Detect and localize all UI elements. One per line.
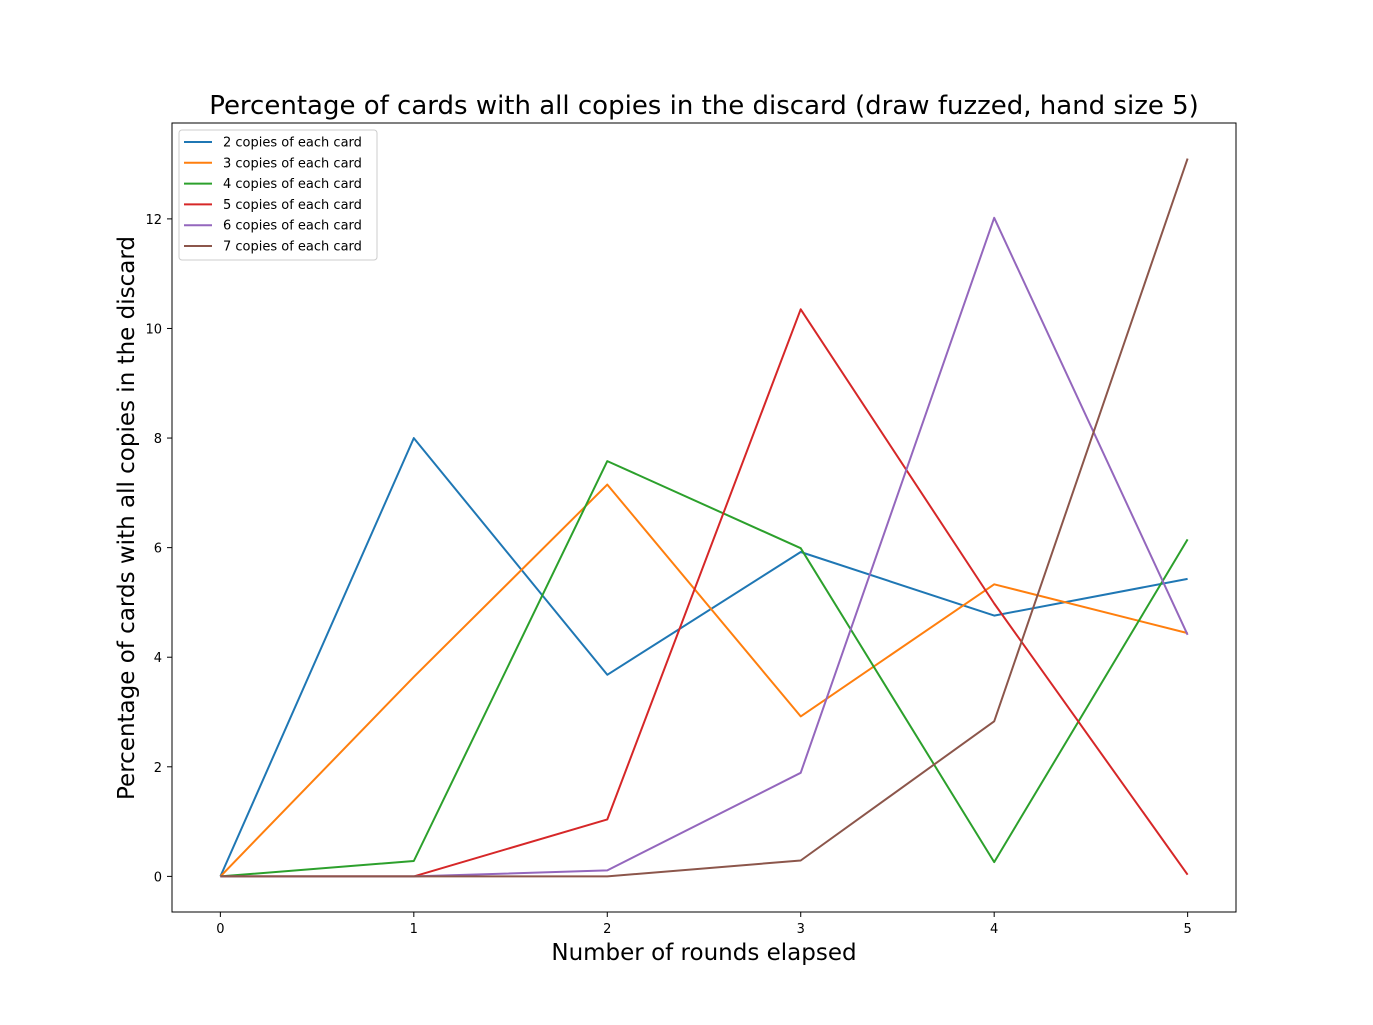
- series-line-3-copies: [219, 483, 1188, 878]
- y-tick-label: 4: [154, 651, 162, 666]
- x-tick-label: 3: [797, 922, 805, 937]
- x-axis: 0 1 2 3 4 5: [216, 912, 1192, 937]
- legend-frame: [178, 129, 378, 261]
- y-tick-label: 0: [154, 870, 162, 885]
- legend-label: 7 copies of each card: [223, 240, 362, 255]
- y-axis-title: Percentage of cards with all copies in t…: [114, 236, 140, 800]
- chart-title: Percentage of cards with all copies in t…: [209, 91, 1199, 121]
- x-axis-title: Number of rounds elapsed: [551, 940, 856, 966]
- x-tick-label: 2: [603, 922, 611, 937]
- y-tick-label: 12: [145, 213, 162, 228]
- series-lines: [219, 158, 1189, 878]
- y-tick-label: 8: [154, 432, 162, 447]
- y-tick-label: 6: [154, 542, 162, 557]
- x-tick-label: 4: [990, 922, 998, 937]
- y-tick-label: 2: [154, 761, 162, 776]
- legend-label: 5 copies of each card: [223, 198, 362, 213]
- series-line-2-copies: [219, 437, 1188, 877]
- series-line-7-copies: [220, 158, 1189, 878]
- x-tick-label: 5: [1183, 922, 1191, 937]
- x-tick-label: 0: [216, 922, 224, 937]
- y-axis: 0 2 4 6 8 10 12: [145, 213, 172, 885]
- x-tick-label: 1: [410, 922, 418, 937]
- legend-label: 3 copies of each card: [223, 156, 362, 171]
- legend-label: 4 copies of each card: [223, 177, 362, 192]
- legend-label: 6 copies of each card: [223, 219, 362, 234]
- legend: 2 copies of each card 3 copies of each ca…: [178, 129, 378, 261]
- series-line-4-copies: [220, 460, 1189, 878]
- y-tick-label: 10: [145, 322, 162, 337]
- legend-label: 2 copies of each card: [223, 136, 362, 151]
